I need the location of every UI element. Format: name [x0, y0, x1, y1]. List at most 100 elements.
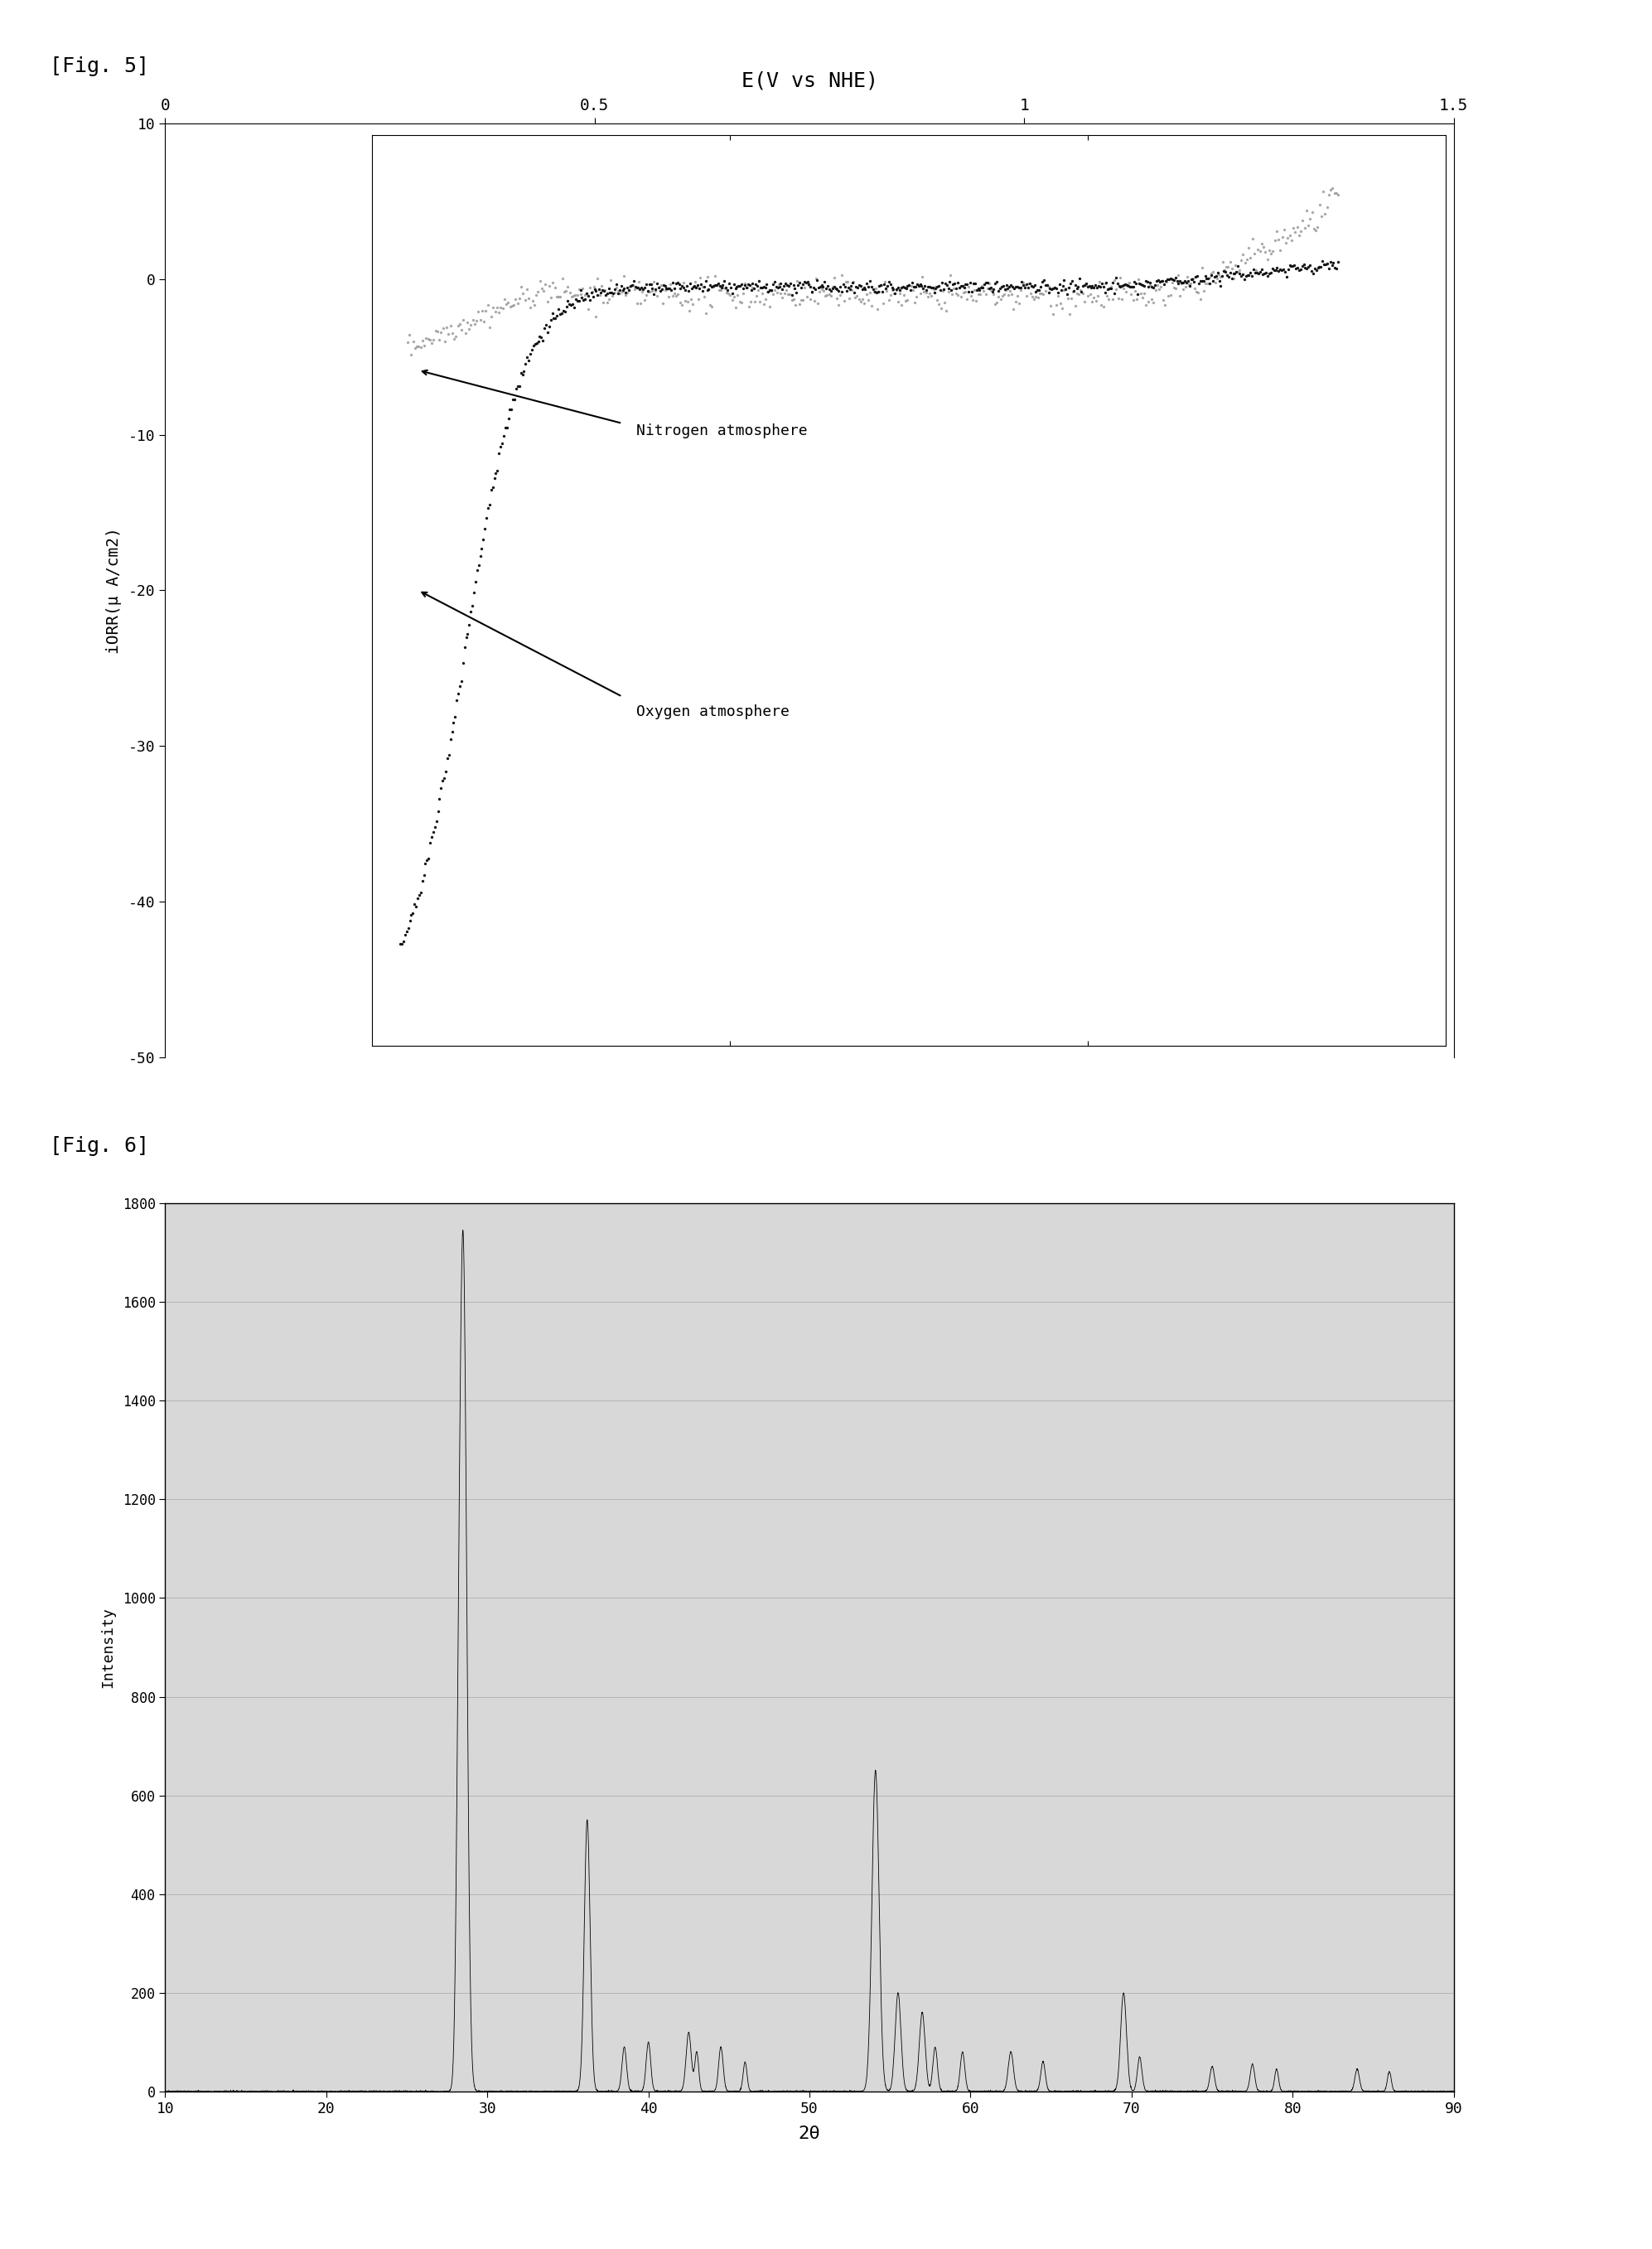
- Point: [616, 272, 643, 308]
- Point: [1120, 281, 1146, 317]
- Point: [431, 760, 458, 796]
- Point: [401, 331, 428, 367]
- Point: [666, 286, 692, 322]
- Point: [975, 270, 1001, 306]
- Point: [600, 279, 626, 315]
- Point: [952, 265, 978, 301]
- Point: [1135, 283, 1161, 319]
- Point: [446, 668, 472, 704]
- Point: [1037, 288, 1064, 324]
- Point: [823, 281, 849, 317]
- Point: [1160, 265, 1186, 301]
- Point: [856, 281, 882, 317]
- Point: [426, 780, 453, 816]
- Point: [557, 274, 583, 310]
- Point: [408, 328, 434, 364]
- Point: [519, 331, 545, 367]
- Point: [847, 268, 874, 304]
- Point: [1123, 265, 1150, 301]
- Point: [677, 281, 704, 317]
- Point: [659, 277, 686, 313]
- Point: [530, 322, 557, 358]
- Point: [1014, 270, 1041, 306]
- Point: [545, 279, 572, 315]
- Point: [776, 265, 803, 301]
- Point: [1064, 274, 1090, 310]
- Point: [1137, 265, 1163, 301]
- Point: [1011, 268, 1037, 304]
- Point: [689, 270, 715, 306]
- Point: [824, 286, 851, 322]
- Point: [1239, 220, 1265, 256]
- Point: [902, 268, 928, 304]
- Point: [1265, 252, 1292, 288]
- Point: [1218, 254, 1244, 290]
- Point: [1001, 270, 1028, 306]
- Point: [585, 277, 611, 313]
- Point: [1285, 218, 1312, 254]
- Point: [914, 274, 940, 310]
- Point: [558, 288, 585, 324]
- Point: [491, 418, 517, 454]
- Point: [441, 704, 468, 740]
- Point: [1166, 263, 1193, 299]
- Point: [945, 265, 971, 301]
- Point: [1133, 263, 1160, 299]
- Point: [996, 272, 1023, 308]
- Point: [466, 547, 492, 582]
- Point: [501, 382, 527, 418]
- Point: [669, 288, 695, 324]
- Point: [745, 272, 771, 308]
- Point: [674, 283, 700, 319]
- Point: [679, 270, 705, 306]
- Point: [725, 268, 752, 304]
- Point: [454, 304, 481, 340]
- Point: [1226, 254, 1252, 290]
- Point: [1310, 243, 1336, 279]
- Point: [400, 895, 426, 931]
- Point: [1189, 250, 1216, 286]
- Point: [1287, 252, 1313, 288]
- Point: [1209, 259, 1236, 295]
- Point: [867, 268, 894, 304]
- Point: [651, 272, 677, 308]
- Point: [1270, 252, 1297, 288]
- Point: [724, 277, 750, 313]
- Point: [730, 274, 757, 310]
- Point: [446, 306, 472, 342]
- Point: [702, 268, 729, 304]
- Point: [506, 281, 532, 317]
- Point: [767, 268, 793, 304]
- Point: [395, 911, 421, 947]
- Point: [515, 342, 542, 378]
- Point: [1267, 252, 1294, 288]
- Point: [1300, 256, 1327, 292]
- Point: [1090, 288, 1117, 324]
- Point: [654, 272, 681, 308]
- Point: [1013, 279, 1039, 315]
- Point: [768, 265, 795, 301]
- Point: [993, 272, 1019, 308]
- Point: [672, 272, 699, 308]
- Point: [1113, 268, 1140, 304]
- Point: [1049, 268, 1075, 304]
- Point: [1031, 261, 1057, 297]
- Point: [545, 290, 572, 326]
- Point: [1208, 268, 1234, 304]
- Point: [1279, 247, 1305, 283]
- Point: [834, 263, 861, 299]
- Point: [1208, 259, 1234, 295]
- Point: [444, 677, 471, 713]
- Point: [1305, 250, 1332, 286]
- Point: [504, 369, 530, 405]
- Point: [649, 286, 676, 322]
- Point: [1146, 270, 1173, 306]
- Point: [1029, 263, 1056, 299]
- Point: [829, 274, 856, 310]
- Point: [1070, 283, 1097, 319]
- Point: [998, 268, 1024, 304]
- Point: [662, 265, 689, 301]
- Point: [1067, 261, 1094, 297]
- Point: [539, 279, 565, 315]
- Point: [993, 268, 1019, 304]
